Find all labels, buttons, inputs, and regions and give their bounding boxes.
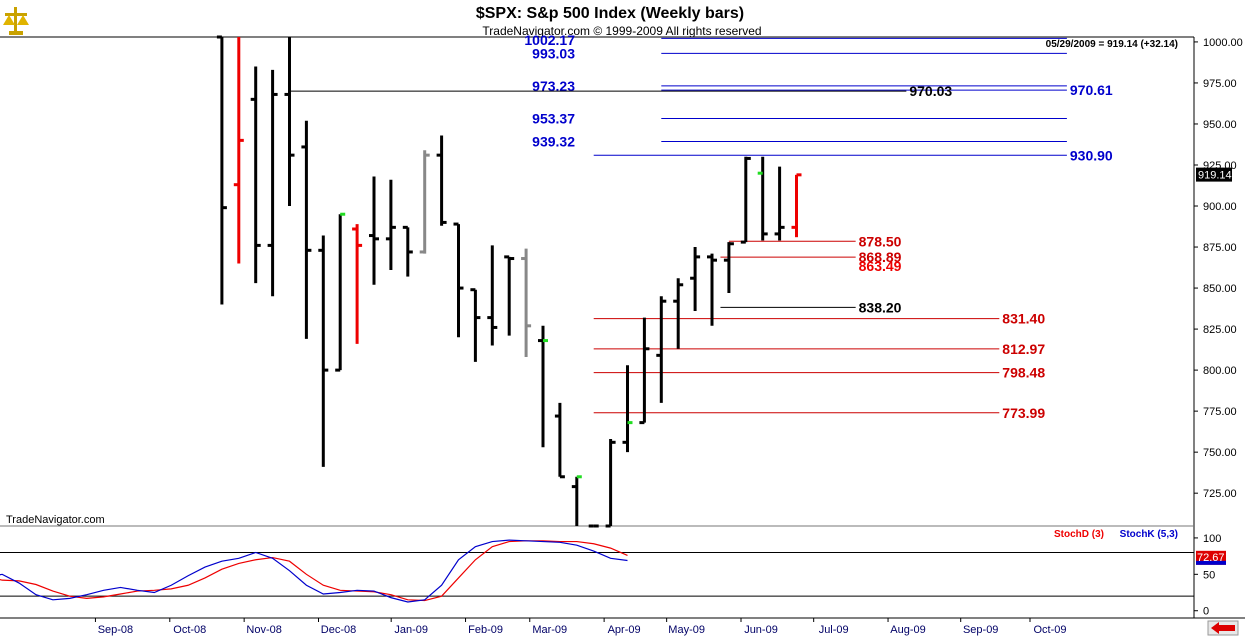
price-tick-label: 850.00 — [1203, 283, 1237, 295]
time-axis-ticks: Sep-08 Oct-08 Nov-08 Dec-08 Jan-09 Feb-09 Mar-… — [94, 618, 1067, 636]
level-label-798.48: 798.48 — [1002, 365, 1045, 381]
time-tick-label: Jun-09 — [744, 624, 778, 636]
price-tick-label: 800.00 — [1203, 365, 1237, 377]
legend-stochd: StochD (3) — [1054, 529, 1104, 540]
level-label-970.03: 970.03 — [909, 83, 952, 99]
level-label-812.97: 812.97 — [1002, 341, 1045, 357]
price-axis-strip — [1194, 37, 1245, 618]
watermark: TradeNavigator.com — [6, 514, 105, 526]
level-label-878.50: 878.50 — [859, 233, 902, 249]
price-bars — [216, 35, 802, 528]
level-label-970.61: 970.61 — [1070, 82, 1113, 98]
stochastic-panel: 100 50 0 72.67 — [0, 533, 1226, 618]
chart-title: $SPX: S&p 500 Index (Weekly bars) — [476, 5, 744, 22]
last-price-box — [1196, 167, 1232, 182]
stoch-tick-label: 50 — [1203, 569, 1215, 581]
level-label-939.32: 939.32 — [532, 133, 575, 149]
stoch-last-box-k — [1196, 560, 1226, 565]
stochd-line — [0, 540, 628, 602]
price-tick-label: 950.00 — [1203, 119, 1237, 131]
stochk-line — [0, 539, 628, 603]
price-tick-label: 1000.00 — [1203, 37, 1243, 49]
level-label-868.89: 868.89 — [859, 249, 902, 265]
time-tick-label: Oct-08 — [173, 624, 206, 636]
stoch-tick-label: 100 — [1203, 533, 1221, 545]
level-label-953.37: 953.37 — [532, 110, 575, 126]
level-label-993.03: 993.03 — [532, 45, 575, 61]
price-tick-label: 875.00 — [1203, 242, 1237, 254]
time-tick-label: May-09 — [668, 624, 705, 636]
level-label-973.23: 973.23 — [532, 78, 575, 94]
last-price-label: 919.14 — [1198, 170, 1232, 182]
price-tick-label: 975.00 — [1203, 78, 1237, 90]
time-tick-label: Sep-08 — [98, 624, 133, 636]
last-quote: 05/29/2009 = 919.14 (+32.14) — [1046, 39, 1178, 50]
left-arrow-icon[interactable] — [1207, 620, 1239, 636]
time-tick-label: Dec-08 — [321, 624, 356, 636]
price-axis-ticks: 1000.00975.00950.00925.00900.00875.00850… — [1194, 37, 1243, 500]
price-tick-label: 775.00 — [1203, 406, 1237, 418]
level-label-1002.17: 1002.17 — [524, 32, 575, 48]
time-tick-label: Mar-09 — [532, 624, 567, 636]
stoch-tick-label: 0 — [1203, 606, 1209, 618]
copyright-subtitle: TradeNavigator.com © 1999-2009 All right… — [482, 24, 761, 38]
price-tick-label: 750.00 — [1203, 447, 1237, 459]
time-tick-label: Oct-09 — [1033, 624, 1066, 636]
legend-stochk: StochK (5,3) — [1120, 529, 1178, 540]
time-tick-label: Jan-09 — [394, 624, 428, 636]
level-label-930.90: 930.90 — [1070, 147, 1113, 163]
price-tick-label: 900.00 — [1203, 201, 1237, 213]
time-tick-label: Jul-09 — [819, 624, 849, 636]
level-label-863.49: 863.49 — [859, 258, 902, 274]
time-tick-label: Apr-09 — [608, 624, 641, 636]
time-tick-label: Sep-09 — [963, 624, 998, 636]
level-label-831.40: 831.40 — [1002, 311, 1045, 327]
stoch-last-value: 72.67 — [1197, 552, 1225, 564]
level-label-838.20: 838.20 — [859, 299, 902, 315]
time-tick-label: Feb-09 — [468, 624, 503, 636]
price-tick-label: 825.00 — [1203, 324, 1237, 336]
level-label-773.99: 773.99 — [1002, 405, 1045, 421]
time-tick-label: Aug-09 — [890, 624, 925, 636]
price-tick-label: 725.00 — [1203, 488, 1237, 500]
time-tick-label: Nov-08 — [246, 624, 281, 636]
scales-logo-icon — [3, 7, 29, 35]
